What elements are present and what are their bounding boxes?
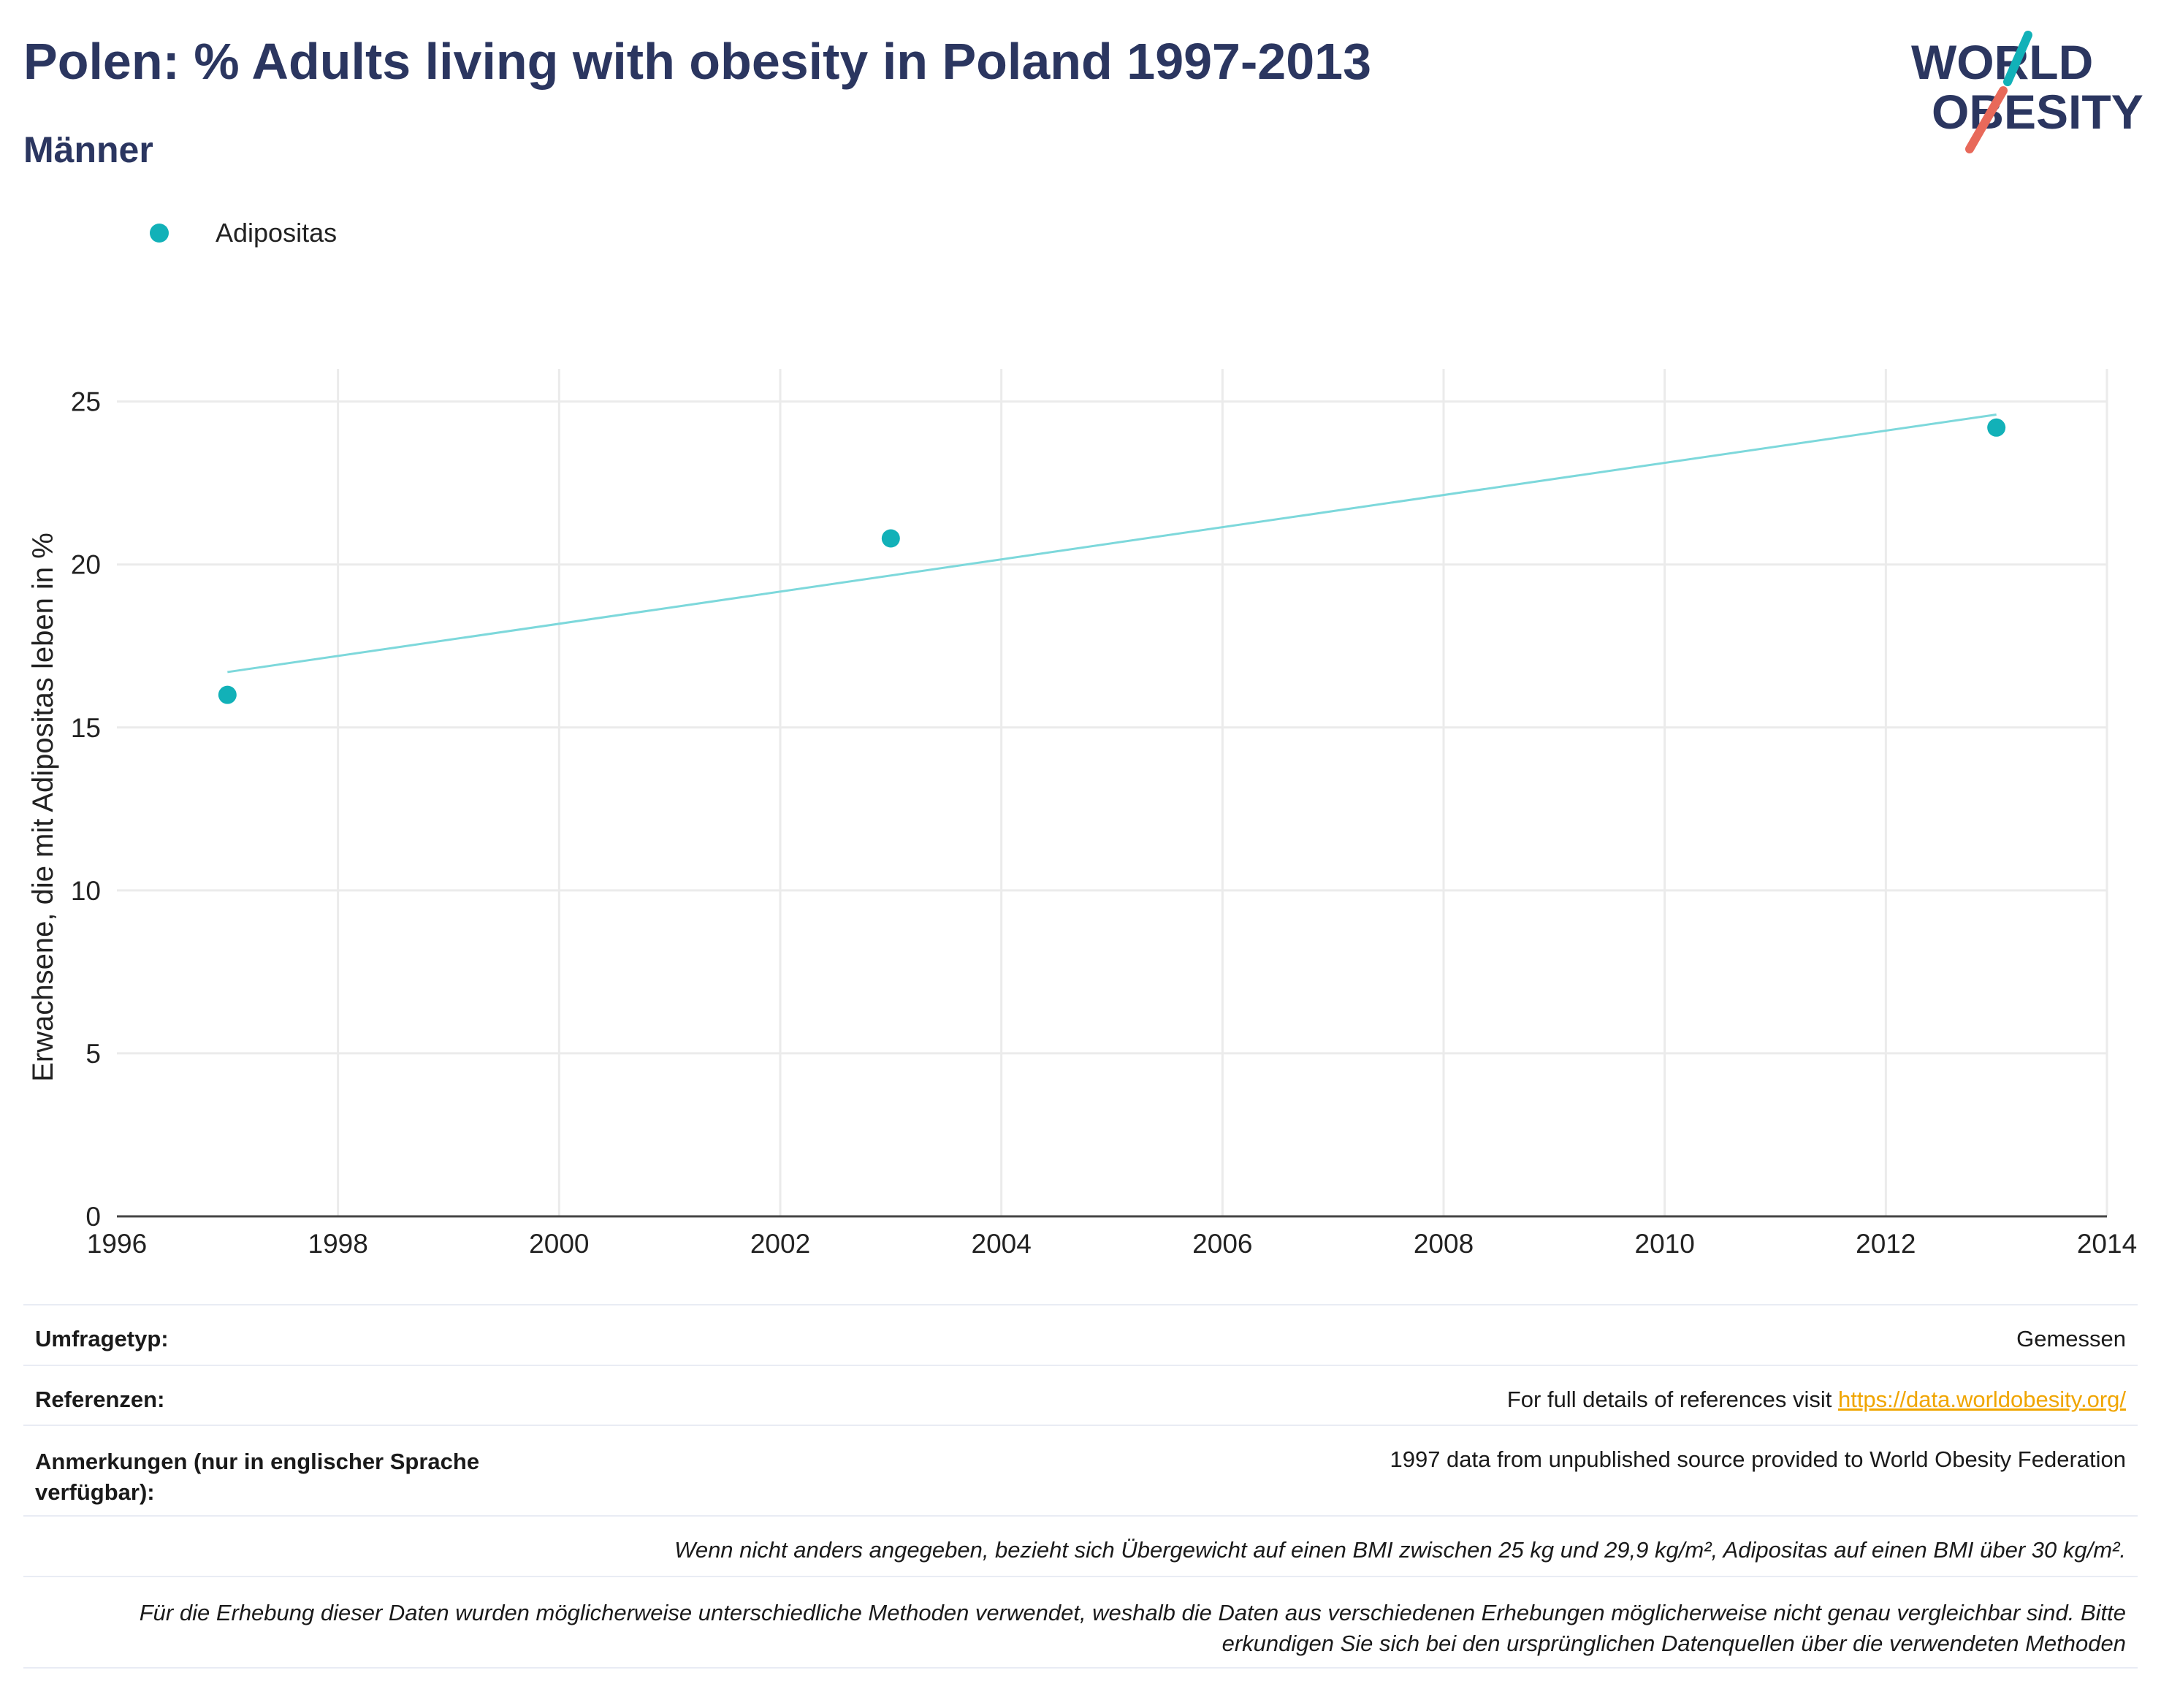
y-tick-label: 20 — [71, 550, 101, 580]
x-tick-label: 2014 — [2077, 1229, 2137, 1257]
notes-value: 1997 data from unpublished source provid… — [1390, 1446, 2126, 1472]
data-point — [881, 529, 900, 548]
survey-type-value: Gemessen — [2016, 1326, 2126, 1351]
references-value: For full details of references visit htt… — [1507, 1387, 2126, 1425]
trend-line — [227, 413, 1997, 674]
references-text: For full details of references visit — [1506, 1387, 1838, 1412]
x-tick-label: 2004 — [972, 1229, 1032, 1257]
notes-label: Anmerkungen (nur in englischer Sprache v… — [35, 1449, 480, 1505]
x-tick-label: 2012 — [1856, 1229, 1916, 1257]
x-tick-label: 2000 — [529, 1229, 589, 1257]
references-label: Referenzen: — [35, 1387, 165, 1412]
notes-row: Anmerkungen (nur in englischer Sprache v… — [23, 1425, 2138, 1515]
y-tick-label: 5 — [85, 1039, 101, 1069]
logo-line2: OBESITY — [1932, 85, 2143, 139]
page-subtitle: Männer — [23, 129, 153, 170]
logo-coral-stroke — [1965, 86, 2008, 153]
bmi-note: Wenn nicht anders angegeben, bezieht sic… — [674, 1537, 2126, 1563]
y-axis-label: Erwachsene, die mit Adipositas leben in … — [27, 533, 59, 1082]
y-tick-label: 15 — [71, 713, 101, 743]
y-tick-label: 0 — [85, 1202, 101, 1232]
survey-type-label: Umfragetyp: — [35, 1326, 169, 1351]
world-obesity-logo: WORLD OBESITY — [1911, 31, 2143, 153]
table-bottom-divider — [23, 1667, 2138, 1669]
logo-line1: WORLD — [1911, 35, 2093, 89]
x-tick-label: 1998 — [308, 1229, 368, 1257]
legend-label: Adipositas — [216, 218, 338, 248]
chart-legend[interactable]: Adipositas — [150, 218, 337, 248]
references-link[interactable]: https://data.worldobesity.org/ — [1837, 1387, 2126, 1412]
bmi-note-row: Wenn nicht anders angegeben, bezieht sic… — [23, 1515, 2138, 1576]
x-tick-label: 2002 — [750, 1229, 810, 1257]
x-tick-label: 2010 — [1635, 1229, 1695, 1257]
x-tick-label: 2008 — [1414, 1229, 1474, 1257]
y-tick-label: 10 — [71, 876, 101, 906]
x-tick-label: 1996 — [87, 1229, 147, 1257]
page-title: Polen: % Adults living with obesity in P… — [23, 33, 1372, 90]
data-point — [218, 685, 237, 704]
legend-marker — [150, 224, 169, 243]
x-tick-label: 2006 — [1192, 1229, 1252, 1257]
y-tick-label: 25 — [71, 387, 101, 417]
method-note: Für die Erhebung dieser Daten wurden mög… — [139, 1600, 2126, 1656]
scatter-chart: 1996 1998 2000 2002 2004 2006 2008 2010 2012 2014… — [27, 369, 2137, 1257]
method-note-row: Für die Erhebung dieser Daten wurden mög… — [23, 1576, 2138, 1667]
info-table: Umfragetyp: Gemessen Referenzen: For ful… — [23, 1304, 2138, 1669]
logo-teal-stroke — [2003, 31, 2032, 86]
data-point — [1987, 418, 2006, 437]
survey-type-row: Umfragetyp: Gemessen — [23, 1304, 2138, 1365]
references-row: Referenzen: For full details of referenc… — [23, 1365, 2138, 1425]
